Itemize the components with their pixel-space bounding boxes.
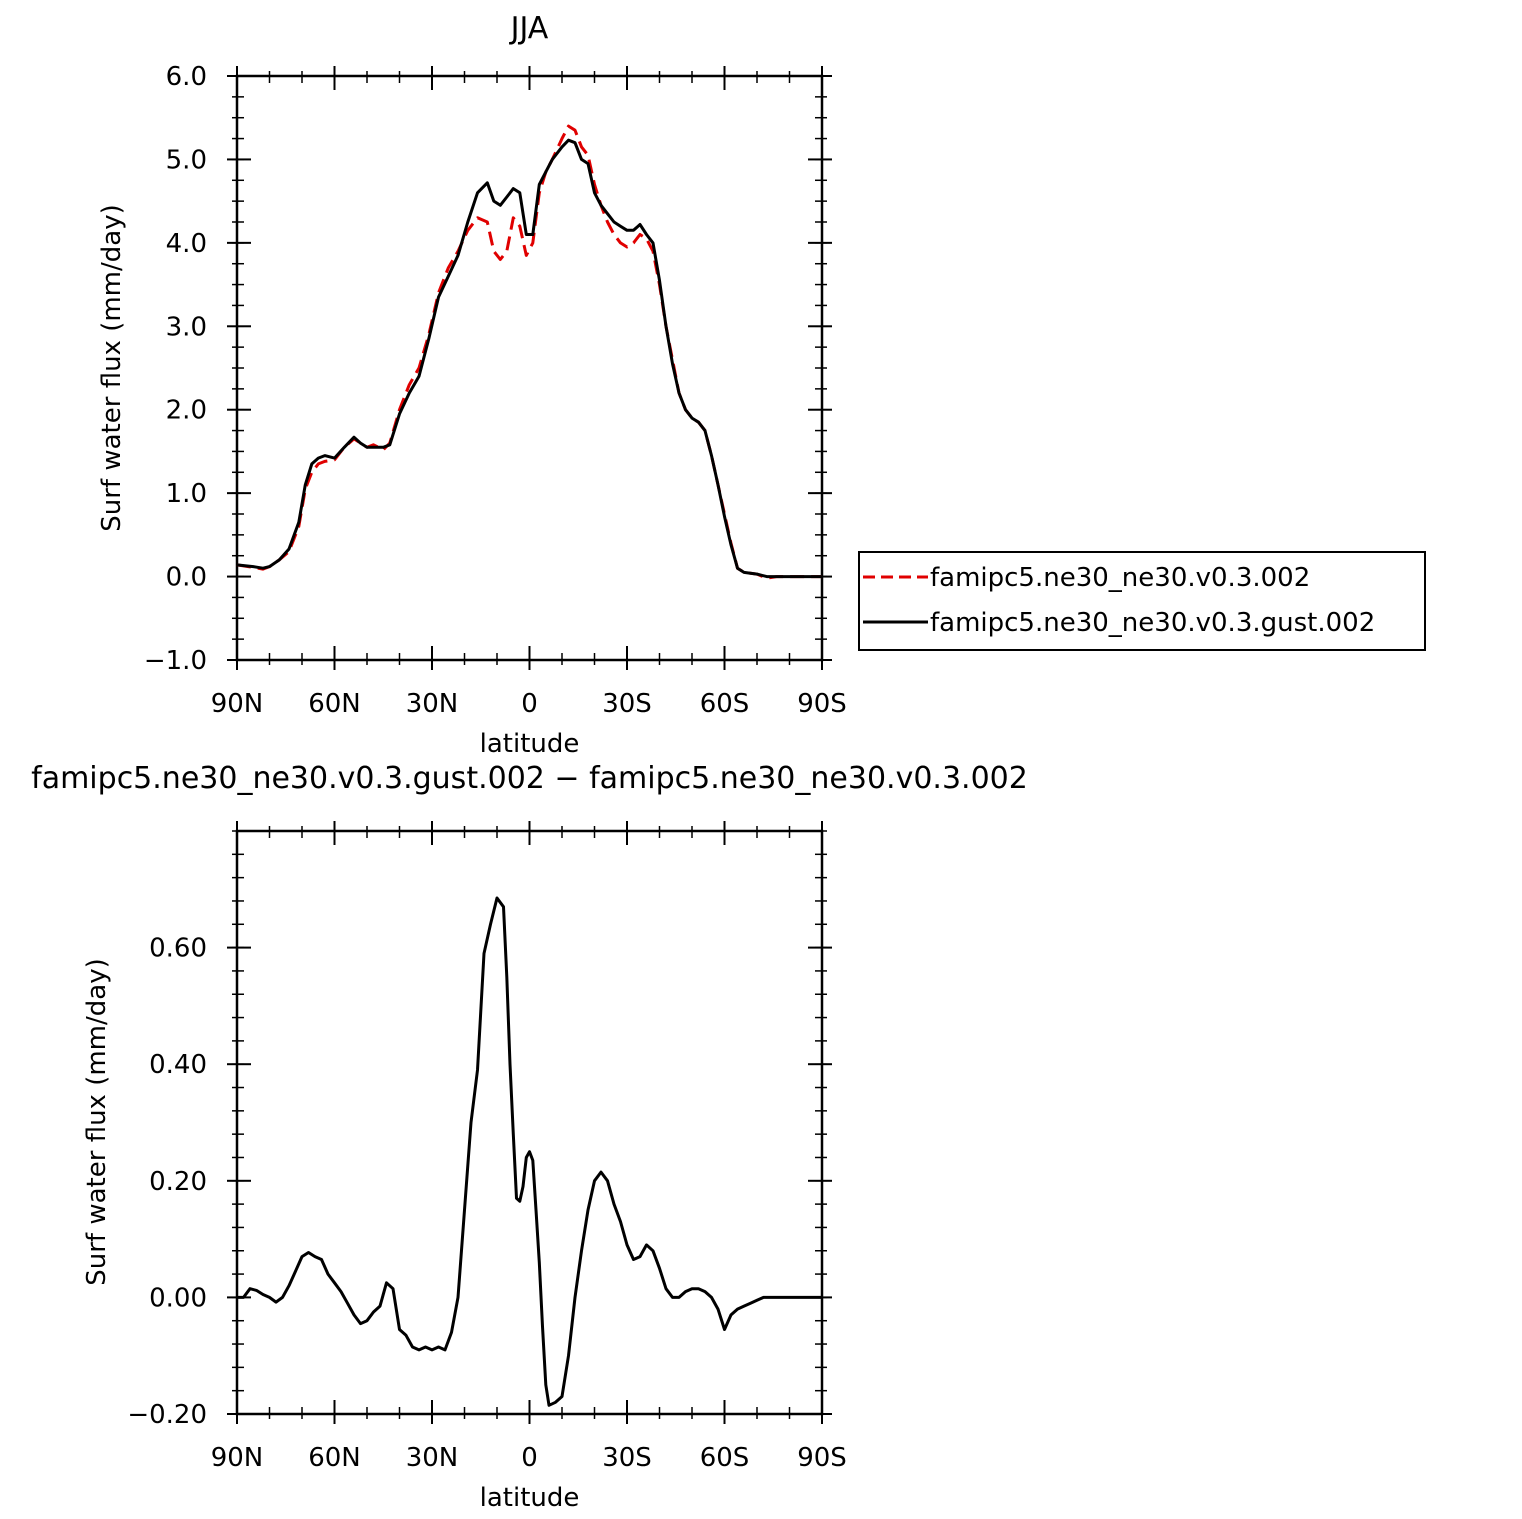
x-tick-label: 90S	[797, 1443, 847, 1473]
y-tick-label: 5.0	[166, 145, 207, 175]
series-line-1	[237, 896, 822, 1407]
x-tick-label: 90S	[797, 689, 847, 719]
y-tick-label: 0.20	[149, 1167, 207, 1197]
series-line-1	[236, 124, 822, 580]
y-axis-label: Surf water flux (mm/day)	[97, 204, 127, 531]
x-tick-label: 30N	[406, 1443, 459, 1473]
y-tick-label: 3.0	[166, 312, 207, 342]
legend-entry: famipc5.ne30_ne30.v0.3.gust.002	[930, 608, 1375, 638]
x-tick-label: 60S	[700, 1443, 750, 1473]
x-tick-label: 30S	[602, 689, 652, 719]
x-axis-label: latitude	[480, 729, 580, 759]
y-tick-label: 0.40	[149, 1050, 207, 1080]
x-tick-label: 0	[521, 1443, 538, 1473]
y-tick-label: 0.00	[149, 1283, 207, 1313]
y-tick-label: 0.60	[149, 934, 207, 964]
x-tick-label: 90N	[211, 1443, 264, 1473]
x-tick-label: 90N	[211, 689, 264, 719]
y-axis-label: Surf water flux (mm/day)	[82, 958, 112, 1285]
x-tick-label: 60S	[700, 689, 750, 719]
y-tick-label: 0.0	[166, 563, 207, 593]
chart-title: famipc5.ne30_ne30.v0.3.gust.002 − famipc…	[31, 761, 1028, 796]
plot-frame	[235, 829, 824, 1416]
chart-panel-bottom: famipc5.ne30_ne30.v0.3.gust.002 − famipc…	[31, 761, 1028, 1513]
y-tick-label: −0.20	[127, 1400, 207, 1430]
legend-box	[858, 551, 1426, 651]
chart-panel-top: JJA 90N 60N 30N 0 30S 60S 90S 6.0 5.0 4.0 3.0 2.0 1.0…	[97, 11, 847, 759]
series-line-2	[236, 138, 822, 579]
x-tick-label: 60N	[308, 689, 361, 719]
x-tick-label: 0	[521, 689, 538, 719]
chart-title: JJA	[509, 11, 549, 46]
legend: famipc5.ne30_ne30.v0.3.002 famipc5.ne30_n…	[858, 551, 1426, 651]
x-tick-label: 30S	[602, 1443, 652, 1473]
y-tick-label: 4.0	[166, 229, 207, 259]
legend-entry: famipc5.ne30_ne30.v0.3.002	[930, 563, 1310, 593]
y-tick-label: −1.0	[144, 646, 207, 676]
x-axis-label: latitude	[480, 1483, 580, 1513]
x-tick-label: 60N	[308, 1443, 361, 1473]
plot-frame	[235, 74, 824, 662]
y-tick-label: 1.0	[166, 479, 207, 509]
y-tick-label: 2.0	[166, 396, 207, 426]
y-tick-label: 6.0	[166, 62, 207, 92]
x-tick-label: 30N	[406, 689, 459, 719]
